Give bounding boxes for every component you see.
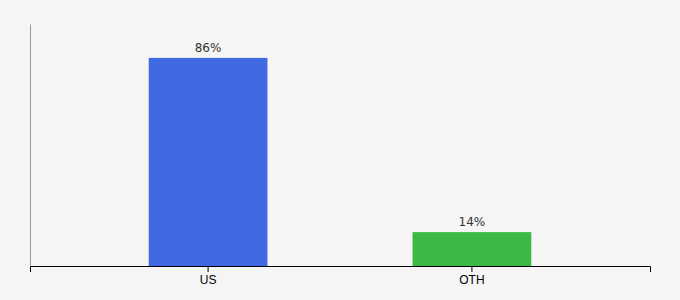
data-label: 86% — [195, 41, 222, 55]
chart-svg: US OTH 86% 14% — [0, 0, 680, 300]
data-labels: 86% 14% — [195, 41, 486, 229]
x-axis: US OTH — [31, 266, 651, 287]
x-axis-line — [31, 267, 651, 273]
data-label: 14% — [459, 215, 486, 229]
x-tick: US — [200, 266, 217, 287]
x-tick-label: OTH — [459, 273, 484, 287]
bar — [413, 232, 532, 266]
x-tick: OTH — [459, 266, 484, 287]
y-axis — [30, 25, 31, 267]
bar — [149, 58, 268, 266]
plot-area: US OTH 86% 14% — [31, 25, 651, 287]
bars — [149, 58, 532, 266]
y-axis-line — [30, 25, 31, 267]
x-tick-mark — [471, 266, 472, 272]
x-tick-mark — [208, 266, 209, 272]
x-tick-label: US — [200, 273, 217, 287]
